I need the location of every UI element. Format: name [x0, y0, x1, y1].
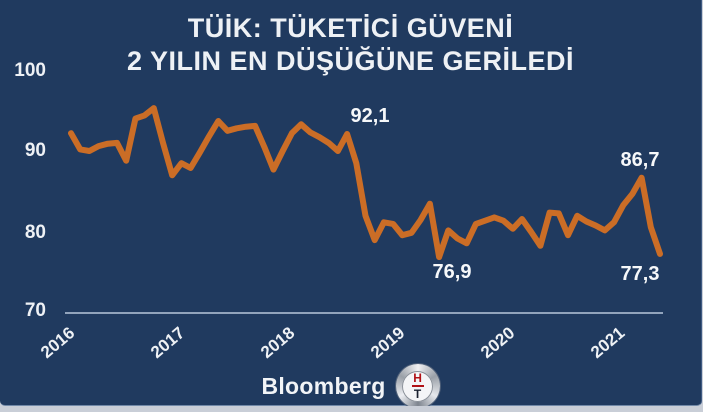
bloomberg-ht-logo: H T: [395, 364, 440, 408]
chart-title-line2: 2 YILIN EN DÜŞÜĞÜNE GERİLEDİ: [126, 46, 575, 76]
y-tick-100: 100: [14, 60, 46, 81]
ht-logo-letter-h: H: [413, 371, 422, 385]
ht-logo-letter-t: T: [413, 387, 422, 401]
confidence-line-series: [68, 105, 663, 261]
chart-title: TÜİK: TÜKETİCİ GÜVENİ 2 YILIN EN DÜŞÜĞÜN…: [0, 12, 701, 78]
y-tick-70: 70: [24, 300, 46, 321]
bloomberg-ht-logo-inner: H T: [402, 370, 434, 402]
annotation-low-2019: 76,9: [432, 261, 472, 283]
annotation-peak-2021: 86,7: [620, 149, 660, 171]
bloomberg-wordmark: Bloomberg: [261, 372, 386, 399]
footer: Bloomberg H T: [0, 364, 701, 408]
ht-logo-divider: [411, 385, 424, 387]
annotation-peak-2018: 92,1: [350, 105, 390, 127]
y-tick-80: 80: [24, 222, 46, 243]
y-tick-90: 90: [24, 140, 46, 161]
annotation-last-value: 77,3: [620, 263, 660, 285]
bottom-strip: [0, 406, 703, 412]
chart-title-line1: TÜİK: TÜKETİCİ GÜVENİ: [187, 13, 514, 43]
